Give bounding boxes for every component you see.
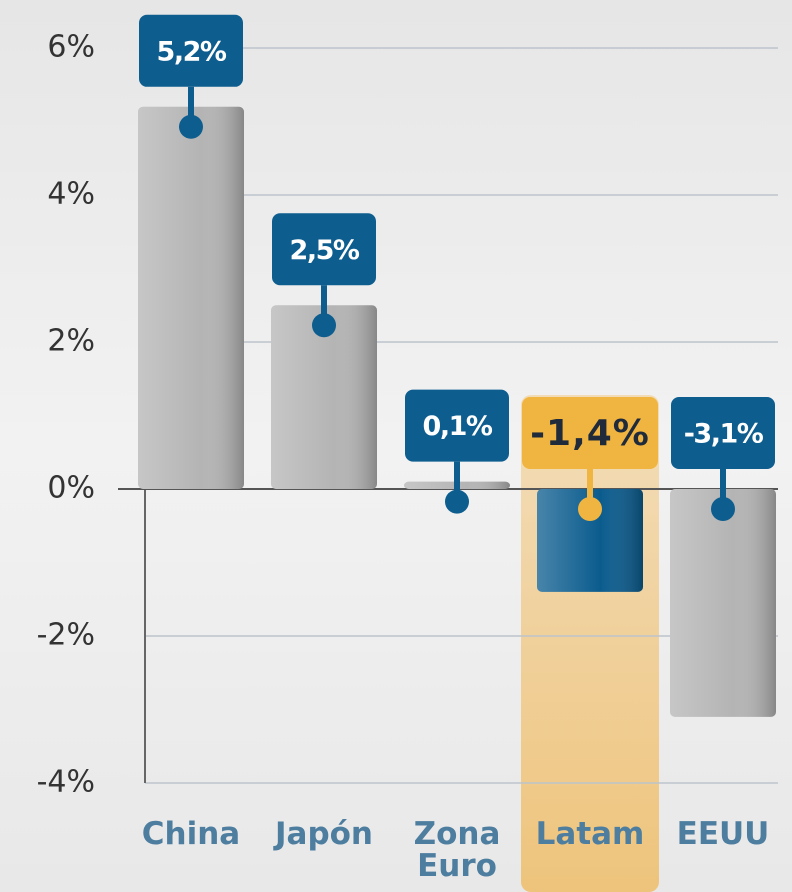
- value-label-box: [671, 397, 775, 469]
- value-label-box: [272, 213, 376, 286]
- bar-shade: [271, 305, 377, 489]
- value-label: 2,5%: [290, 235, 360, 266]
- value-label: -3,1%: [684, 419, 764, 450]
- y-tick-label: 6%: [47, 30, 95, 65]
- value-label: 5,2%: [157, 36, 227, 67]
- y-tick-label: 2%: [47, 324, 95, 359]
- value-label: 0,1%: [423, 411, 493, 442]
- value-label: -1,4%: [530, 413, 650, 454]
- x-tick-label: Latam: [535, 816, 645, 852]
- label-dot: [312, 313, 336, 338]
- value-label-box: [522, 397, 658, 469]
- bar-shade: [138, 106, 244, 490]
- x-tick-label: Zona Euro: [413, 816, 501, 884]
- label-dot: [711, 497, 735, 521]
- y-tick-label: -4%: [37, 765, 95, 800]
- y-tick-label: 4%: [47, 177, 95, 212]
- bar-shade: [670, 489, 776, 717]
- label-dot: [445, 489, 469, 514]
- y-tick-label: -2%: [37, 618, 95, 653]
- x-tick-label: China: [141, 816, 241, 852]
- label-dot: [179, 114, 203, 139]
- value-label-box: [139, 14, 243, 87]
- x-tick-label: Japón: [274, 816, 373, 852]
- x-tick-label: EEUU: [676, 816, 770, 852]
- value-label-box: [405, 389, 509, 462]
- bar-shade: [537, 489, 643, 592]
- label-dot: [578, 497, 602, 521]
- y-tick-label: 0%: [47, 471, 95, 506]
